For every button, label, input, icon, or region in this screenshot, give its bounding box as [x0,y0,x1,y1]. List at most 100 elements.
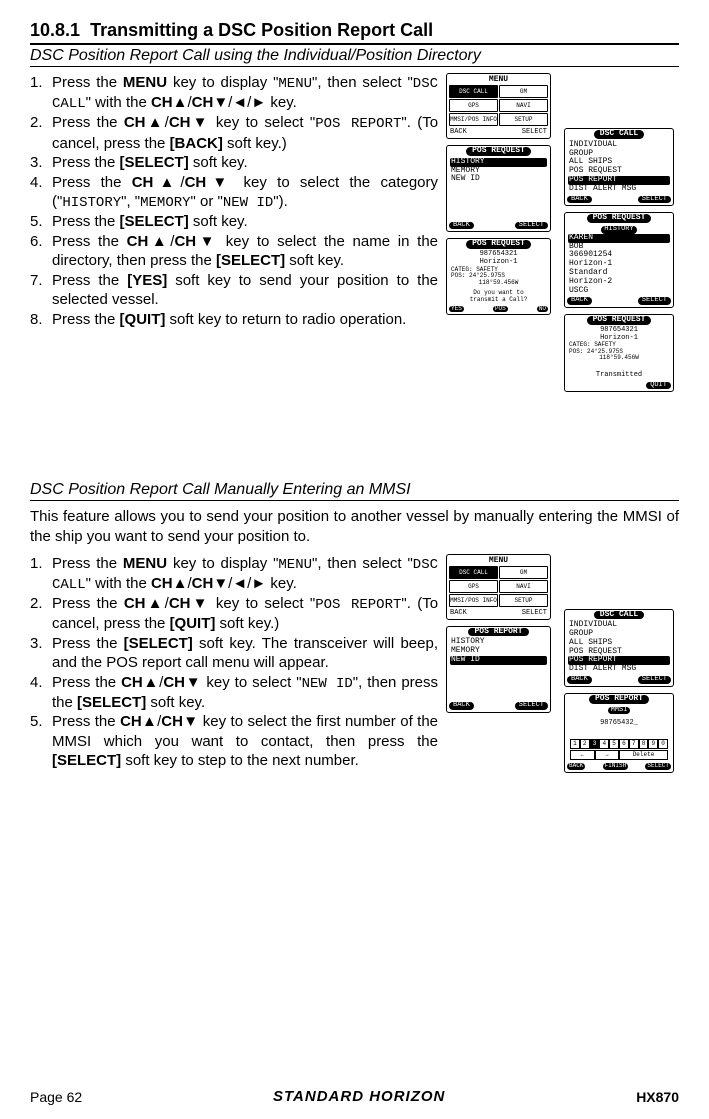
step: 8.Press the [QUIT] soft key to return to… [30,310,438,330]
step: 5.Press the [SELECT] soft key. [30,212,438,232]
step: 4.Press the CH▲/CH▼ key to select the ca… [30,173,438,213]
digit: 4 [599,739,609,749]
sub-header-2: DSC Position Report Call Manually Enteri… [30,481,679,501]
lcd-pos-request-list: POS REQUEST HISTORY MEMORY NEW ID BACK S… [446,145,551,232]
lcd-q2: transmit a Call? [450,297,547,304]
section-number: 10.8.1 [30,20,80,40]
menu-cell: NAVI [499,99,548,112]
softkey-back: BACK [449,702,474,710]
menu-cell: GPS [449,99,498,112]
lcd-dsc-call: DSC CALL INDIVIDUAL GROUP ALL SHIPS POS … [564,128,674,206]
digit: 2 [580,739,590,749]
lcd-pos2: 118°59.456W [450,280,547,287]
lcd-title: POS REQUEST [466,147,531,156]
softkey-select: SELECT [638,196,671,204]
lcd-transmitted: POS REQUEST 987654321 Horizon-1 CATEG: S… [564,314,674,392]
section-title: Transmitting a DSC Position Report Call [90,20,433,40]
softkey-select: SELECT [522,609,547,617]
lcd-title: POS REPORT [589,695,649,704]
page-footer: Page 62 STANDARD HORIZON HX870 [30,1088,679,1105]
lcd-menu-title: MENU [447,74,550,85]
step: 2.Press the CH▲/CH▼ key to select "POS R… [30,113,438,153]
softkey-select: SELECT [515,222,548,230]
softkey-back: BACK [567,763,585,770]
intro-2: This feature allows you to send your pos… [30,507,679,548]
softkey-back: BACK [567,297,592,305]
steps-block-2: 1.Press the MENU key to display "MENU", … [30,554,438,874]
lcd-row: DIST ALERT MSG [568,665,670,674]
digit: 1 [570,739,580,749]
step: 4.Press the CH▲/CH▼ key to select "NEW I… [30,673,438,713]
lcd-status: Transmitted [568,372,670,380]
lcd-row: KAREN [568,234,670,243]
menu-cell: MMSI/POS INFO [449,594,498,607]
menu-cell: DSC CALL [449,85,498,98]
lcd-row: DIST ALERT MSG [568,185,670,194]
step: 3.Press the [SELECT] soft key. The trans… [30,634,438,673]
menu-cell: GM [499,566,548,579]
lcd-pos-report-list: POS REPORT HISTORY MEMORY NEW ID BACK SE… [446,626,551,713]
softkey-select: SELECT [515,702,548,710]
key-delete: Delete [619,750,668,760]
lcd-sub: HISTORY [601,226,636,234]
digit: 6 [619,739,629,749]
model: HX870 [636,1089,679,1105]
page-number: Page 62 [30,1089,82,1105]
lcd-title: POS REQUEST [587,214,652,223]
lcd-title: DSC CALL [594,611,644,620]
softkey-back: BACK [567,676,592,684]
arrow-right: → [595,750,620,760]
step: 5.Press the CH▲/CH▼ key to select the fi… [30,712,438,771]
softkey-back: BACK [450,128,467,136]
brand: STANDARD HORIZON [273,1088,445,1105]
softkey-pos: POS [493,306,508,313]
softkey-select: SELECT [645,763,671,770]
menu-cell: GM [499,85,548,98]
lcd-menu-title: MENU [447,555,550,566]
softkey-back: BACK [449,222,474,230]
lcd-pos-request-confirm: POS REQUEST 987654321 Horizon-1 CATEG: S… [446,238,551,315]
lcd-row: NEW ID [450,175,547,184]
arrow-left: ← [570,750,595,760]
lcd-history: POS REQUEST HISTORY KAREN BOB 366901254 … [564,212,674,308]
lcd-menu-2: MENU DSC CALL GM GPS NAVI MMSI/POS INFO … [446,554,551,620]
step: 1.Press the MENU key to display "MENU", … [30,554,438,594]
lcd-row: NEW ID [450,656,547,665]
menu-cell: DSC CALL [449,566,498,579]
lcd-dsc-call-2: DSC CALL INDIVIDUAL GROUP ALL SHIPS POS … [564,609,674,687]
step: 3.Press the [SELECT] soft key. [30,153,438,173]
lcd-sub: MMSI [608,707,631,715]
lcd-title: POS REPORT [468,628,528,637]
menu-cell: GPS [449,580,498,593]
section-header: 10.8.1 Transmitting a DSC Position Repor… [30,20,679,45]
lcd-mmsi-entry: POS REPORT MMSI 98765432_ 1 2 3 4 5 6 [564,693,674,773]
softkey-select: SELECT [638,676,671,684]
step: 1.Press the MENU key to display "MENU", … [30,73,438,113]
digit: 9 [648,739,658,749]
steps-block-1: 1.Press the MENU key to display "MENU", … [30,73,438,473]
digit: 7 [629,739,639,749]
lcd-pos2: 118°59.456W [568,355,670,362]
digit: 3 [590,739,600,749]
menu-cell: NAVI [499,580,548,593]
menu-cell: MMSI/POS INFO [449,113,498,126]
step: 6.Press the CH▲/CH▼ key to select the na… [30,232,438,271]
softkey-back: BACK [450,609,467,617]
softkey-back: BACK [567,196,592,204]
softkey-yes: YES [449,306,464,313]
softkey-quit: QUIT [646,382,671,390]
mmsi-value: 98765432_ [568,720,670,728]
lcd-menu: MENU DSC CALL GM GPS NAVI MMSI/POS INFO … [446,73,551,139]
digit: 0 [658,739,668,749]
softkey-select: SELECT [638,297,671,305]
digit: 5 [609,739,619,749]
step: 7.Press the [YES] soft key to send your … [30,271,438,310]
menu-cell: SETUP [499,594,548,607]
lcd-title: POS REQUEST [587,316,652,325]
digit: 8 [639,739,649,749]
softkey-finish: FINISH [603,763,629,770]
softkey-select: SELECT [522,128,547,136]
sub-header-1: DSC Position Report Call using the Indiv… [30,47,679,67]
lcd-row: USCG [568,287,670,296]
lcd-title: DSC CALL [594,130,644,139]
